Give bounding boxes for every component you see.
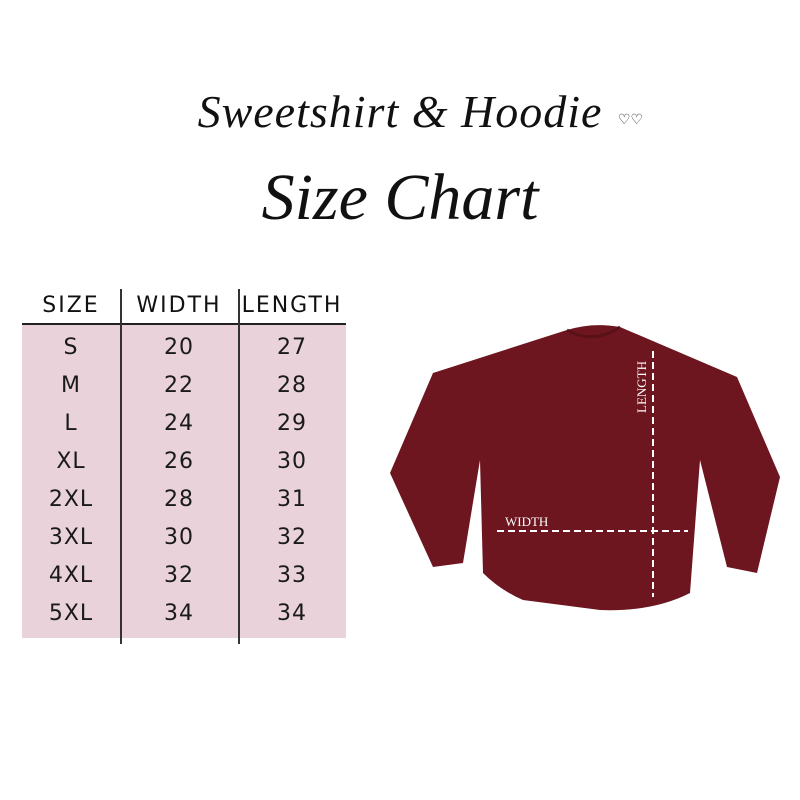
length-cell: 29 — [277, 411, 307, 436]
table-row: XL 26 30 — [22, 443, 346, 481]
table-row: 5XL 34 34 — [22, 595, 346, 633]
length-cell: 27 — [277, 335, 307, 360]
width-cell: 28 — [164, 487, 194, 512]
table-row: S 20 27 — [22, 329, 346, 367]
width-cell: 20 — [164, 335, 194, 360]
size-cell: 4XL — [48, 563, 94, 588]
title-line-2: Size Chart — [261, 161, 539, 234]
length-cell: 33 — [277, 563, 307, 588]
table-row: M 22 28 — [22, 367, 346, 405]
column-divider — [238, 289, 240, 644]
length-cell: 32 — [277, 525, 307, 550]
width-label: WIDTH — [505, 514, 548, 529]
heart-icon: ♡♡ — [618, 112, 644, 128]
column-divider — [120, 289, 122, 644]
size-table: SIZE WIDTH LENGTH S 20 27 M 22 28 L 24 29 XL 26 30 2… — [22, 285, 346, 638]
width-cell: 24 — [164, 411, 194, 436]
size-cell: 2XL — [48, 487, 94, 512]
size-cell: L — [64, 411, 78, 436]
length-cell: 34 — [277, 601, 307, 626]
size-cell: XL — [56, 449, 86, 474]
size-cell: S — [63, 335, 79, 360]
width-cell: 22 — [164, 373, 194, 398]
collar — [566, 325, 621, 339]
width-cell: 26 — [164, 449, 194, 474]
table-row: 4XL 32 33 — [22, 557, 346, 595]
size-cell: M — [61, 373, 81, 398]
title-line-1: Sweetshirt & Hoodie — [197, 86, 603, 137]
width-cell: 34 — [164, 601, 194, 626]
header-size: SIZE — [42, 293, 100, 318]
table-row: 2XL 28 31 — [22, 481, 346, 519]
length-cell: 28 — [277, 373, 307, 398]
header-length: LENGTH — [241, 293, 343, 318]
length-label: LENGTH — [634, 361, 649, 413]
length-cell: 30 — [277, 449, 307, 474]
width-cell: 30 — [164, 525, 194, 550]
sweatshirt-shape — [390, 325, 780, 611]
table-row: L 24 29 — [22, 405, 346, 443]
size-cell: 5XL — [48, 601, 94, 626]
header-width: WIDTH — [136, 293, 222, 318]
table-header: SIZE WIDTH LENGTH — [22, 285, 346, 325]
size-cell: 3XL — [48, 525, 94, 550]
table-row: 3XL 30 32 — [22, 519, 346, 557]
width-cell: 32 — [164, 563, 194, 588]
table-body: S 20 27 M 22 28 L 24 29 XL 26 30 2XL 28 31 3XL 30 32 4XL 32… — [22, 325, 346, 638]
length-cell: 31 — [277, 487, 307, 512]
